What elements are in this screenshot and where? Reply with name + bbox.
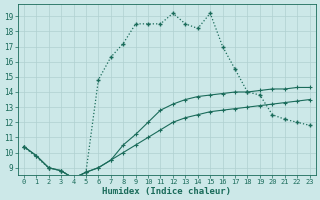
X-axis label: Humidex (Indice chaleur): Humidex (Indice chaleur) — [102, 187, 231, 196]
